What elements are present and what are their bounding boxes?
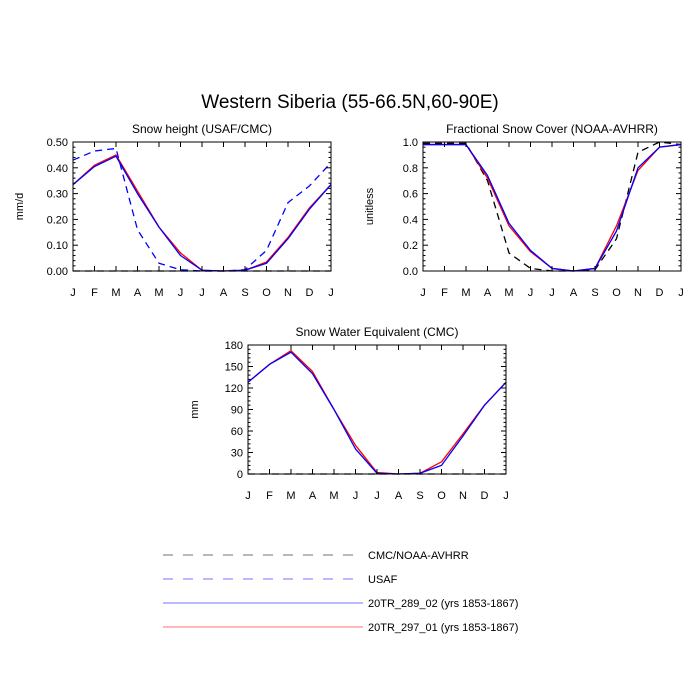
panel-title: Fractional Snow Cover (NOAA-AVHRR) [446, 122, 658, 136]
series-line-cmc-noaa-avhrr [423, 141, 682, 272]
x-tick-label: M [329, 490, 338, 502]
x-tick-label: A [134, 287, 142, 299]
series-line-20tr-289-02-yrs-1853-1867 [423, 143, 682, 272]
x-tick-label: J [678, 287, 684, 299]
x-tick-label: A [395, 490, 403, 502]
x-tick-label: M [461, 287, 470, 299]
plot-frame [72, 141, 332, 272]
legend-entry-20tr-289: 20TR_289_02 (yrs 1853-1867) [163, 598, 518, 610]
x-tick-label: N [459, 490, 467, 502]
x-tick-label: O [262, 287, 271, 299]
y-tick-label: 0.4 [403, 214, 418, 226]
x-tick-label: D [306, 287, 314, 299]
x-tick-label: J [178, 287, 184, 299]
x-tick-label: J [503, 490, 509, 502]
series-line-20tr-289-02-yrs-1853-1867 [247, 351, 507, 475]
x-tick-label: A [484, 287, 492, 299]
y-tick-label: 0.10 [47, 240, 68, 252]
series-line-20tr-297-01-yrs-1853-1867 [247, 350, 507, 475]
y-axis-label: mm [189, 400, 201, 418]
y-tick-label: 0.20 [47, 214, 68, 226]
x-tick-label: D [656, 287, 664, 299]
x-tick-label: F [91, 287, 98, 299]
x-tick-label: A [220, 287, 228, 299]
x-tick-label: O [437, 490, 446, 502]
x-tick-label: N [634, 287, 642, 299]
legend-entry-cmc: CMC/NOAA-AVHRR [163, 550, 469, 562]
snow-water-equivalent-panel: Snow Water Equivalent (CMC) mm 0 30 60 90 120 1… [189, 325, 509, 502]
panel-title: Snow Water Equivalent (CMC) [296, 325, 459, 339]
x-tick-label: J [328, 287, 334, 299]
y-axis-label: unitless [364, 187, 376, 225]
x-tick-label: S [241, 287, 248, 299]
legend-label-cmc: CMC/NOAA-AVHRR [368, 550, 469, 562]
x-tick-label: J [374, 490, 380, 502]
y-tick-label: 180 [225, 340, 243, 352]
y-tick-label: 30 [231, 448, 243, 460]
legend-entry-usaf: USAF [163, 574, 398, 586]
x-tick-label: F [441, 287, 448, 299]
x-tick-label: O [612, 287, 621, 299]
y-axis-label: mm/d [14, 193, 26, 221]
figure-title: Western Siberia (55-66.5N,60-90E) [201, 92, 498, 113]
y-tick-label: 0.6 [403, 189, 418, 201]
x-tick-label: F [266, 490, 273, 502]
series-line-20tr-297-01-yrs-1853-1867 [72, 154, 332, 272]
y-tick-label: 0.8 [403, 163, 418, 175]
x-tick-label: M [154, 287, 163, 299]
y-tick-label: 0.00 [47, 266, 68, 278]
x-tick-label: J [549, 287, 555, 299]
x-tick-label: A [309, 490, 317, 502]
snow-height-panel: Snow height (USAF/CMC) mm/d 0.00 0.10 0.20 0.… [14, 122, 334, 299]
x-tick-label: S [416, 490, 423, 502]
x-tick-label: J [528, 287, 534, 299]
series-line-usaf [72, 147, 332, 272]
y-tick-label: 0 [237, 469, 243, 481]
y-tick-label: 0.30 [47, 189, 68, 201]
legend: CMC/NOAA-AVHRR USAF 20TR_289_02 (yrs 185… [163, 550, 518, 634]
panel-title: Snow height (USAF/CMC) [132, 122, 272, 136]
x-tick-label: A [570, 287, 578, 299]
x-tick-label: M [504, 287, 513, 299]
legend-label-20tr-289: 20TR_289_02 (yrs 1853-1867) [368, 598, 518, 610]
legend-entry-20tr-297: 20TR_297_01 (yrs 1853-1867) [163, 622, 518, 634]
y-tick-label: 60 [231, 426, 243, 438]
x-tick-label: J [353, 490, 359, 502]
legend-label-20tr-297: 20TR_297_01 (yrs 1853-1867) [368, 622, 518, 634]
x-tick-label: J [245, 490, 251, 502]
plot-frame [247, 344, 507, 475]
y-tick-label: 1.0 [403, 137, 418, 149]
plot-frame [422, 141, 682, 272]
y-tick-label: 120 [225, 383, 243, 395]
x-tick-label: J [70, 287, 76, 299]
x-tick-label: J [420, 287, 426, 299]
fractional-snow-cover-panel: Fractional Snow Cover (NOAA-AVHRR) unitle… [364, 122, 684, 299]
y-tick-label: 90 [231, 405, 243, 417]
x-tick-label: D [481, 490, 489, 502]
x-tick-label: J [199, 287, 205, 299]
y-tick-label: 0.40 [47, 163, 68, 175]
y-tick-label: 0.50 [47, 137, 68, 149]
x-tick-label: S [591, 287, 598, 299]
legend-label-usaf: USAF [368, 574, 398, 586]
y-tick-label: 0.2 [403, 240, 418, 252]
y-tick-label: 150 [225, 362, 243, 374]
x-tick-label: N [284, 287, 292, 299]
series-line-20tr-289-02-yrs-1853-1867 [72, 155, 332, 272]
y-tick-label: 0.0 [403, 266, 418, 278]
x-tick-label: M [111, 287, 120, 299]
x-tick-label: M [286, 490, 295, 502]
